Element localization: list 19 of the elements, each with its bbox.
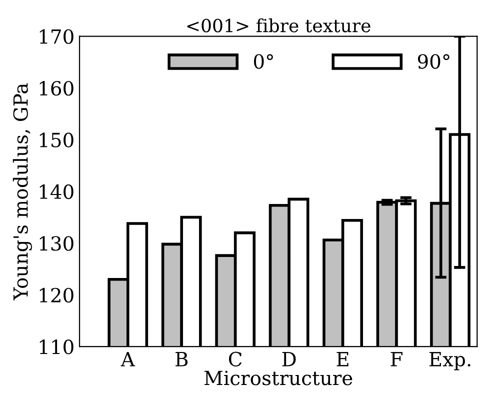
y-tick-label: 110	[40, 340, 74, 354]
x-tick-label: E	[336, 352, 348, 366]
x-tick-label: F	[390, 352, 402, 366]
y-tick-label: 130	[40, 236, 74, 251]
y-tick-label: 140	[40, 184, 74, 200]
chart-title: <001> fibre texture	[187, 18, 370, 32]
y-tick-label: 120	[40, 288, 74, 303]
legend-label: 0°	[254, 54, 273, 69]
y-tick-label: 170	[40, 29, 74, 44]
legend-label: 90°	[418, 54, 450, 69]
y-tick-label: 150	[40, 132, 74, 148]
x-tick-label: D	[282, 352, 296, 366]
y-axis-title: Young's modulus, GPa	[12, 83, 32, 300]
x-tick-label: A	[120, 352, 136, 366]
x-tick-label: Exp.	[429, 352, 470, 370]
x-tick-label: C	[228, 352, 242, 366]
x-axis-title: Microstructure	[204, 370, 352, 386]
y-tick-label: 160	[40, 80, 74, 96]
x-tick-label: B	[176, 352, 188, 366]
